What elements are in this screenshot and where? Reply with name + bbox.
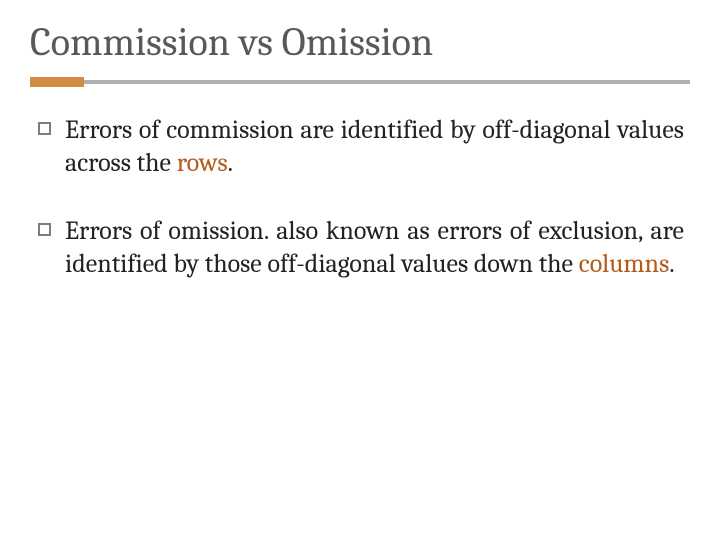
bullet-text: Errors of omission. also known as errors… bbox=[65, 215, 684, 282]
accent-chip bbox=[30, 77, 84, 87]
body-content: Errors of commission are identified by o… bbox=[30, 114, 690, 281]
text-segment: . bbox=[669, 249, 674, 279]
text-segment: . bbox=[228, 148, 233, 178]
highlight-word: columns bbox=[579, 249, 670, 279]
list-item: Errors of commission are identified by o… bbox=[38, 114, 684, 181]
square-bullet-icon bbox=[38, 122, 51, 135]
square-bullet-icon bbox=[38, 223, 51, 236]
list-item: Errors of omission. also known as errors… bbox=[38, 215, 684, 282]
highlight-word: rows bbox=[177, 148, 228, 178]
text-segment: Errors of commission are identified by o… bbox=[65, 115, 684, 178]
slide-title: Commission vs Omission bbox=[30, 18, 690, 66]
slide: Commission vs Omission Errors of commiss… bbox=[0, 0, 720, 540]
bullet-text: Errors of commission are identified by o… bbox=[65, 114, 684, 181]
divider-bar bbox=[30, 80, 690, 84]
